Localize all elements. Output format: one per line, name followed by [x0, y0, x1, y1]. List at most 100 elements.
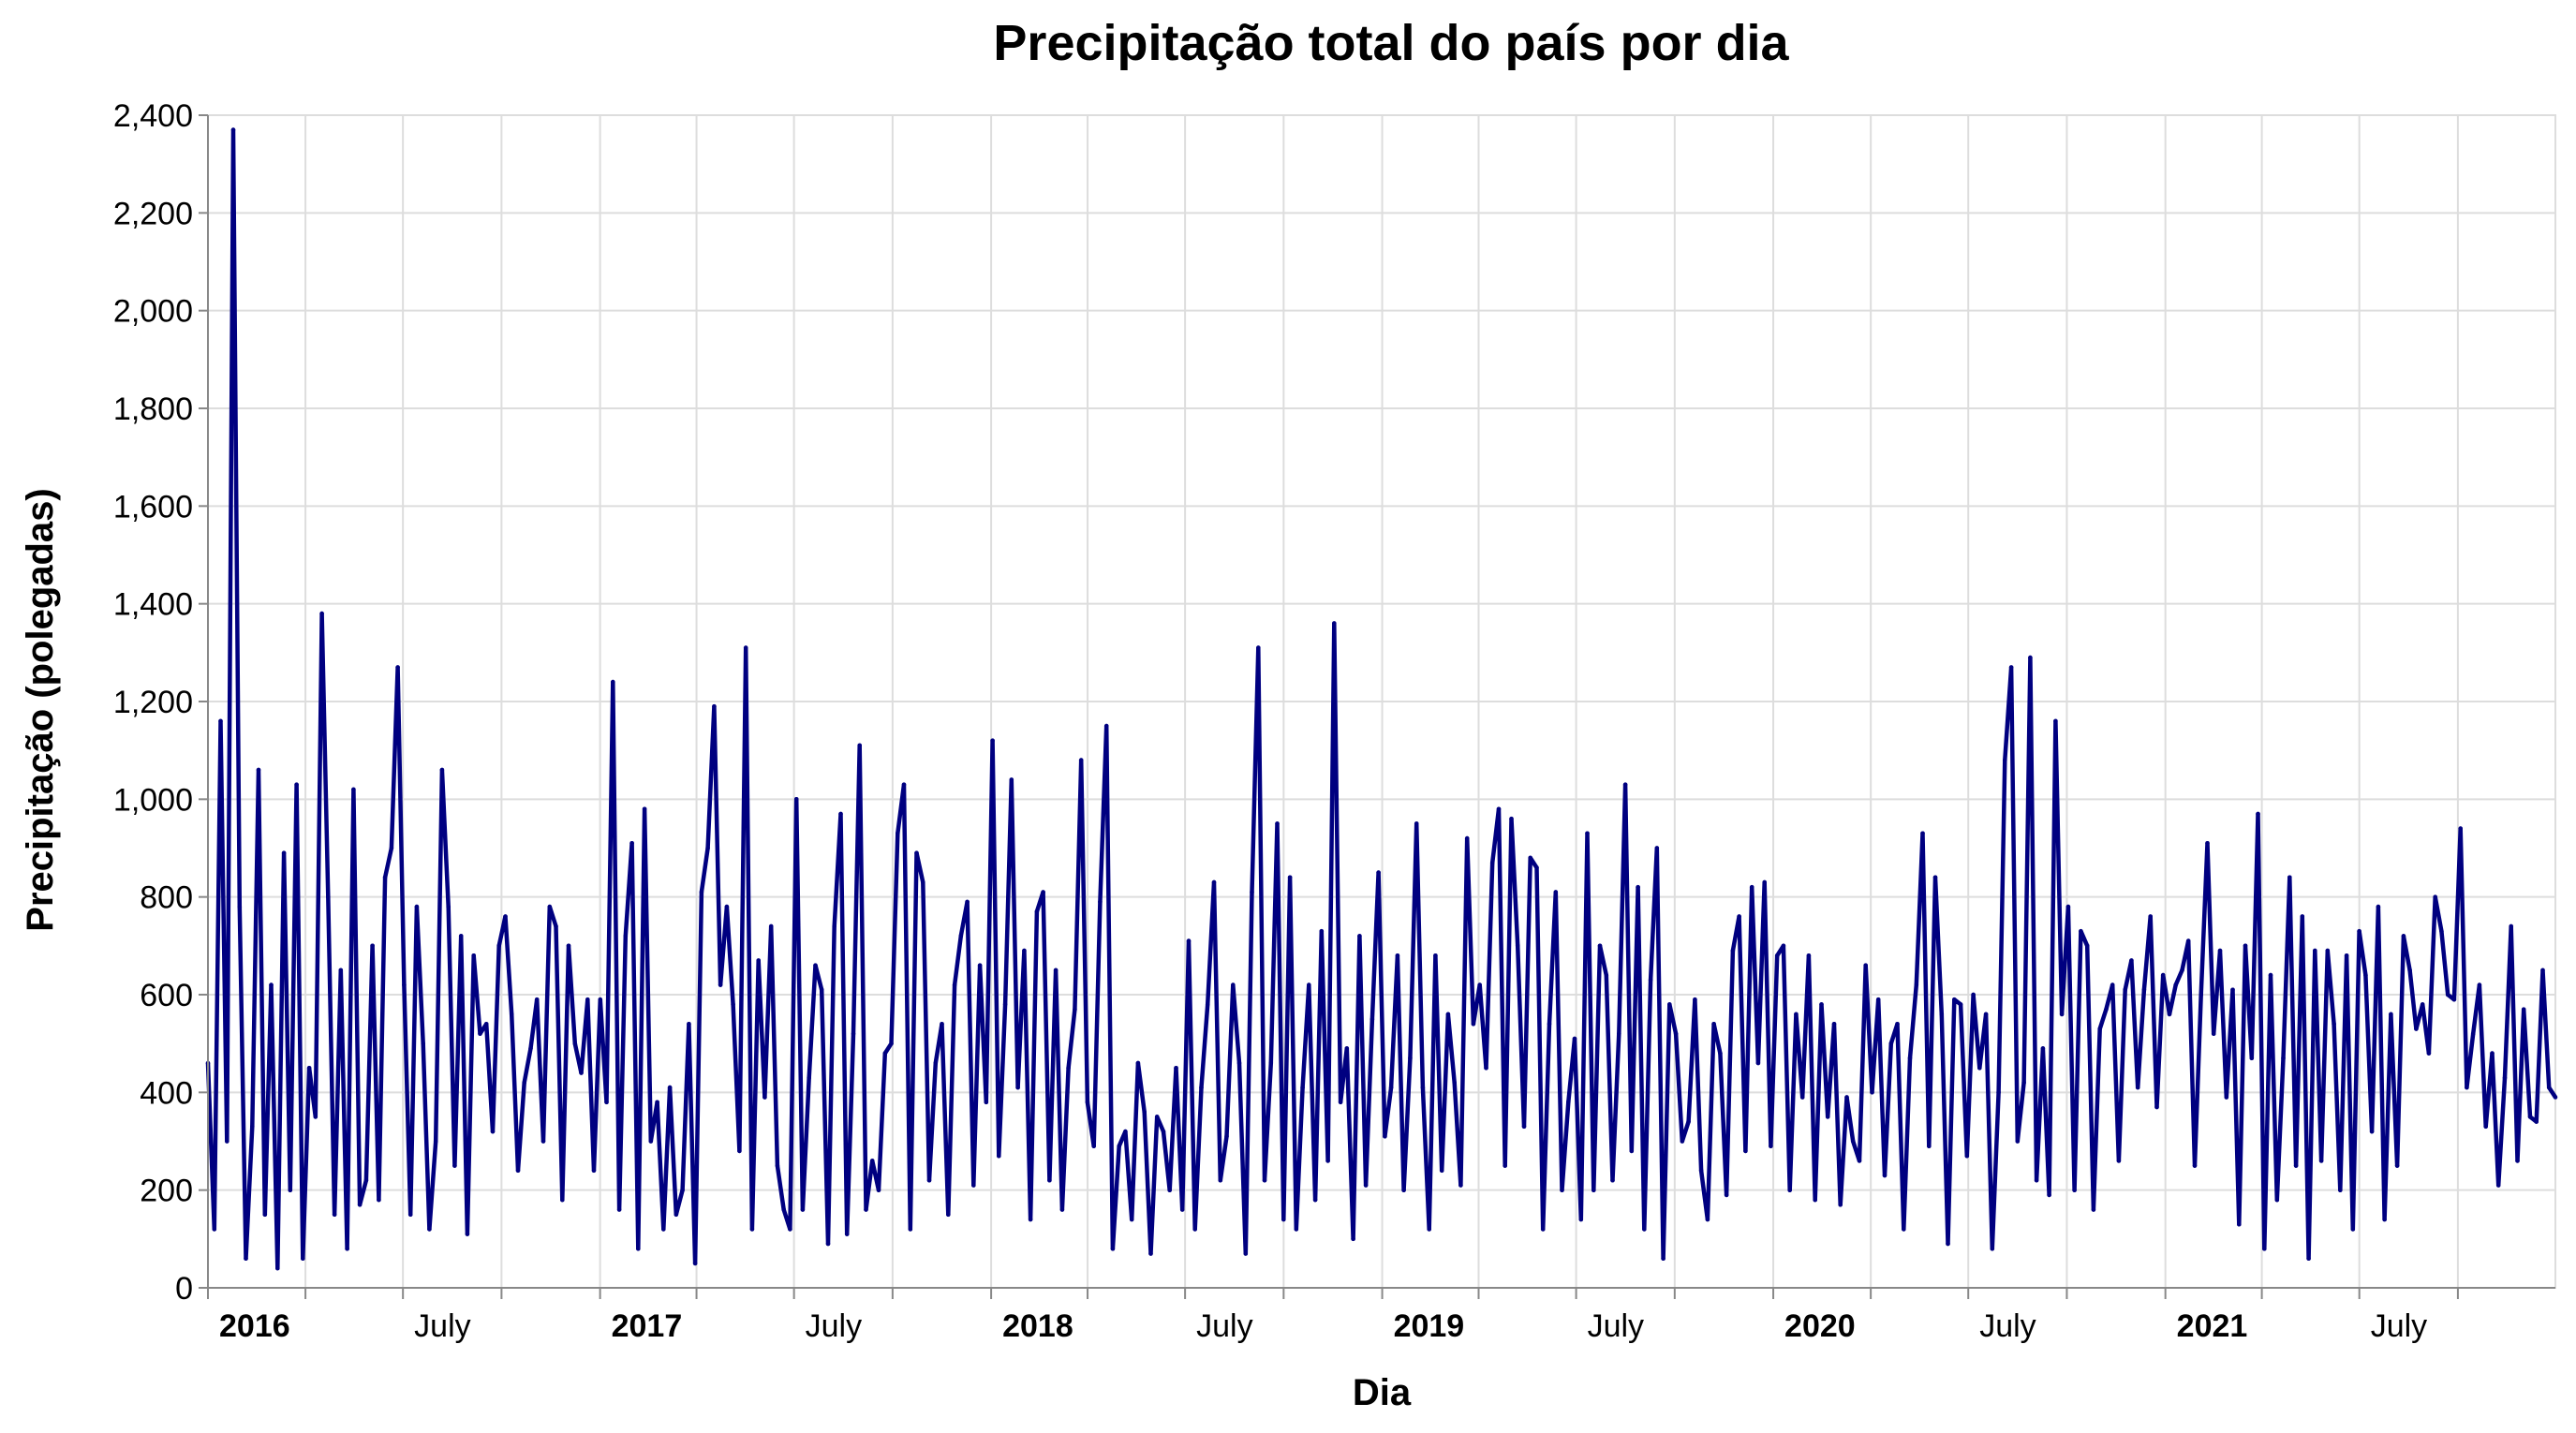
data-point	[1142, 1109, 1147, 1115]
data-point	[1325, 1159, 1330, 1163]
data-point	[712, 703, 717, 709]
series-layer	[205, 127, 2558, 1271]
data-point	[2515, 1159, 2520, 1163]
data-point	[2256, 811, 2260, 817]
data-point	[1553, 890, 1559, 894]
data-point	[1332, 621, 1337, 626]
data-point	[1819, 1002, 1824, 1007]
data-point	[433, 1139, 438, 1144]
data-point	[2389, 1012, 2393, 1017]
data-point	[1680, 1139, 1685, 1144]
data-point	[2414, 1027, 2419, 1031]
data-point	[1673, 1031, 1679, 1036]
data-point	[2097, 1027, 2102, 1031]
data-point	[534, 997, 540, 1002]
data-point	[1902, 1227, 1906, 1232]
data-point	[1161, 1129, 1166, 1134]
data-point	[1705, 1217, 1710, 1222]
data-point	[1509, 816, 1514, 821]
data-point	[1857, 1159, 1862, 1163]
data-point	[623, 934, 629, 938]
x-tick-label: July	[1979, 1308, 2036, 1344]
data-point	[452, 1163, 457, 1168]
data-point	[731, 1002, 735, 1007]
data-point	[1414, 821, 1419, 826]
data-point	[1755, 1060, 1761, 1066]
data-point	[699, 890, 704, 894]
data-point	[421, 1041, 426, 1046]
data-point	[1724, 1192, 1729, 1198]
data-point	[1952, 997, 1957, 1002]
data-point	[1964, 1153, 1970, 1159]
data-point	[2465, 1085, 2469, 1090]
data-point	[1825, 1115, 1830, 1119]
data-point	[1256, 645, 1261, 650]
data-point	[2350, 1227, 2356, 1232]
data-point	[2540, 968, 2545, 973]
data-point	[483, 1022, 489, 1027]
data-point	[813, 963, 818, 968]
data-point	[1572, 1036, 1577, 1042]
data-point	[382, 875, 388, 880]
data-point	[1243, 1251, 1249, 1256]
data-point	[1560, 1188, 1564, 1192]
data-point	[351, 787, 356, 792]
data-point	[591, 1168, 597, 1174]
data-point	[2047, 1192, 2051, 1198]
data-point	[2084, 943, 2090, 949]
data-point	[1009, 777, 1014, 782]
data-point	[2268, 972, 2273, 978]
data-point	[940, 1022, 944, 1027]
data-point	[1617, 1031, 1621, 1036]
data-point	[1420, 1085, 1426, 1090]
y-tick-label: 200	[140, 1174, 193, 1209]
data-point	[864, 1207, 868, 1212]
data-point	[2426, 1051, 2432, 1056]
data-point	[1743, 1148, 1748, 1154]
data-point	[1110, 1247, 1116, 1251]
data-point	[1287, 875, 1293, 880]
data-point	[1489, 860, 1495, 865]
y-tick-label: 1,600	[113, 489, 193, 524]
data-point	[478, 1031, 482, 1036]
data-point	[687, 1022, 691, 1027]
data-point	[1496, 806, 1502, 812]
y-tick-label: 2,000	[113, 294, 193, 330]
data-point	[250, 1124, 255, 1130]
data-point	[2521, 1007, 2526, 1012]
data-point	[1344, 1046, 1350, 1051]
data-point	[1218, 1177, 1223, 1183]
x-tick-label: 2020	[1784, 1308, 1856, 1344]
data-point	[528, 1046, 533, 1051]
data-point	[1521, 1124, 1527, 1130]
data-point	[1799, 1095, 1805, 1100]
data-point	[2394, 1163, 2400, 1168]
data-point	[2262, 1247, 2267, 1251]
data-point	[724, 904, 730, 909]
data-point	[1129, 1217, 1134, 1222]
data-point	[629, 841, 634, 846]
data-point	[807, 1075, 811, 1080]
data-point	[749, 1227, 755, 1232]
data-point	[579, 1071, 584, 1075]
data-point	[1648, 978, 1653, 982]
data-point	[1047, 1177, 1052, 1183]
data-point	[1388, 1085, 1394, 1090]
data-point	[1774, 953, 1780, 958]
data-point	[301, 1256, 305, 1261]
data-point	[2313, 948, 2317, 953]
data-point	[446, 904, 452, 909]
data-point	[256, 767, 261, 773]
data-point	[1179, 1207, 1185, 1212]
data-point	[788, 1227, 792, 1232]
data-point	[857, 743, 862, 748]
data-point	[2224, 1095, 2229, 1100]
data-point	[971, 1183, 976, 1188]
data-point	[1806, 953, 1812, 958]
data-point	[1686, 1119, 1691, 1124]
data-point	[1231, 982, 1236, 987]
data-point	[2369, 1129, 2375, 1134]
data-point	[1503, 1163, 1507, 1168]
chart-title: Precipitação total do país por dia	[993, 15, 1789, 71]
data-point	[2148, 914, 2153, 919]
